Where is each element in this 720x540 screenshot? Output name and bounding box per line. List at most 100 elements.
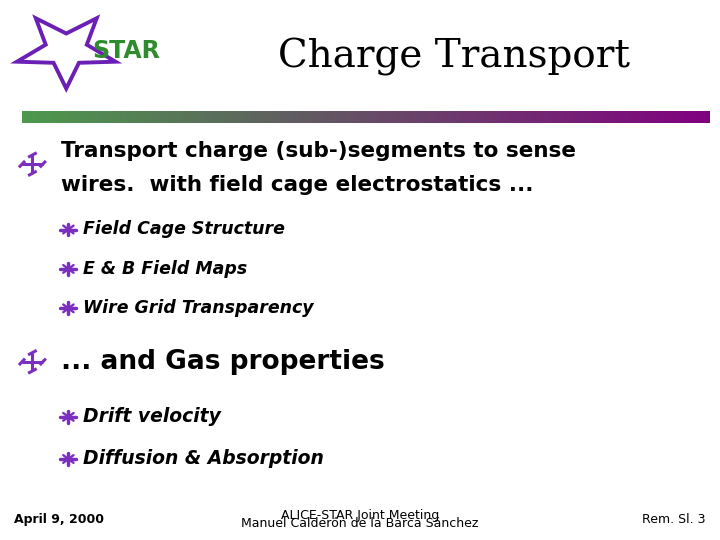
Bar: [634, 111, 636, 123]
Bar: [492, 111, 495, 123]
Bar: [111, 111, 114, 123]
Bar: [150, 111, 153, 123]
Bar: [155, 111, 158, 123]
Bar: [626, 111, 630, 123]
Bar: [652, 111, 655, 123]
Bar: [441, 111, 444, 123]
Bar: [58, 111, 61, 123]
Bar: [514, 111, 518, 123]
Bar: [95, 111, 98, 123]
Bar: [68, 111, 71, 123]
Bar: [393, 111, 396, 123]
Bar: [210, 111, 212, 123]
Bar: [102, 111, 105, 123]
Bar: [285, 111, 288, 123]
Bar: [693, 111, 696, 123]
Bar: [691, 111, 694, 123]
Bar: [641, 111, 644, 123]
Bar: [65, 111, 68, 123]
Bar: [452, 111, 456, 123]
Bar: [702, 111, 706, 123]
Bar: [267, 111, 270, 123]
Bar: [473, 111, 476, 123]
Bar: [368, 111, 371, 123]
Bar: [480, 111, 483, 123]
Bar: [601, 111, 605, 123]
Bar: [205, 111, 208, 123]
Bar: [81, 111, 84, 123]
Bar: [618, 111, 621, 123]
Bar: [533, 111, 536, 123]
Bar: [517, 111, 520, 123]
Bar: [127, 111, 130, 123]
Bar: [459, 111, 462, 123]
Bar: [333, 111, 336, 123]
Bar: [88, 111, 91, 123]
Bar: [546, 111, 549, 123]
Bar: [420, 111, 423, 123]
Text: Wire Grid Transparency: Wire Grid Transparency: [83, 299, 313, 318]
Bar: [560, 111, 563, 123]
Bar: [141, 111, 144, 123]
Bar: [418, 111, 421, 123]
Bar: [427, 111, 431, 123]
Bar: [202, 111, 206, 123]
Bar: [72, 111, 75, 123]
Bar: [351, 111, 355, 123]
Bar: [271, 111, 274, 123]
Bar: [157, 111, 160, 123]
Bar: [287, 111, 290, 123]
Bar: [180, 111, 183, 123]
Bar: [76, 111, 80, 123]
Bar: [551, 111, 554, 123]
Bar: [260, 111, 263, 123]
Bar: [535, 111, 538, 123]
Bar: [688, 111, 692, 123]
Bar: [26, 111, 30, 123]
Bar: [606, 111, 609, 123]
Bar: [508, 111, 510, 123]
Bar: [35, 111, 38, 123]
Bar: [562, 111, 565, 123]
Bar: [361, 111, 364, 123]
Bar: [186, 111, 189, 123]
Bar: [31, 111, 34, 123]
Bar: [544, 111, 547, 123]
Bar: [84, 111, 86, 123]
Bar: [116, 111, 119, 123]
Bar: [482, 111, 485, 123]
Bar: [86, 111, 89, 123]
Bar: [212, 111, 215, 123]
Bar: [138, 111, 142, 123]
Bar: [182, 111, 185, 123]
Bar: [175, 111, 178, 123]
Bar: [556, 111, 559, 123]
Bar: [388, 111, 392, 123]
Bar: [283, 111, 286, 123]
Bar: [391, 111, 394, 123]
Bar: [340, 111, 343, 123]
Bar: [225, 111, 229, 123]
Bar: [63, 111, 66, 123]
Bar: [528, 111, 531, 123]
Bar: [113, 111, 117, 123]
Bar: [166, 111, 169, 123]
Bar: [604, 111, 607, 123]
Bar: [585, 111, 588, 123]
Bar: [258, 111, 261, 123]
Bar: [79, 111, 82, 123]
Bar: [122, 111, 125, 123]
Bar: [379, 111, 382, 123]
Bar: [526, 111, 529, 123]
Bar: [469, 111, 472, 123]
Bar: [570, 111, 572, 123]
Bar: [312, 111, 315, 123]
Bar: [666, 111, 669, 123]
Bar: [576, 111, 580, 123]
Bar: [168, 111, 171, 123]
Bar: [430, 111, 433, 123]
Bar: [217, 111, 220, 123]
Bar: [489, 111, 492, 123]
Bar: [384, 111, 387, 123]
Bar: [672, 111, 675, 123]
